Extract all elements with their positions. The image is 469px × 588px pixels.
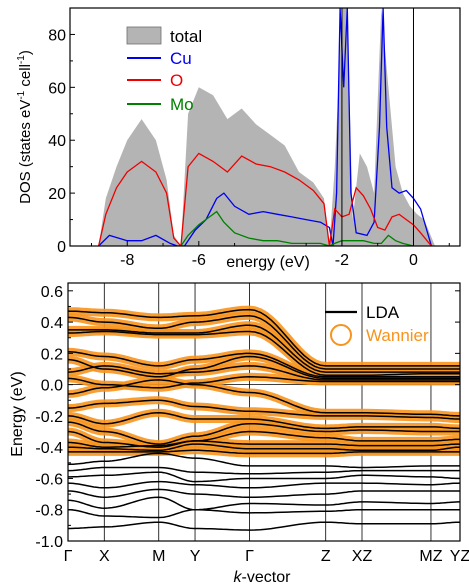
lda-band (68, 421, 460, 445)
legend-label-cu: Cu (170, 49, 192, 68)
band-y-tick-label: -0.4 (35, 440, 63, 457)
dos-y-axis-ticks: 0 20 40 60 80 (48, 27, 75, 256)
dos-series-group (97, 8, 435, 246)
dos-series-o (97, 152, 432, 246)
lda-band (68, 480, 460, 489)
lda-band (68, 308, 460, 367)
dos-y-tick-label: 20 (48, 186, 66, 203)
band-plot-frame (67, 282, 461, 542)
kpoint-label: Γ (245, 548, 254, 565)
lda-band (68, 412, 460, 430)
lda-band (68, 488, 460, 498)
legend-label-mo: Mo (170, 95, 194, 114)
band-y-tick-label: -0.6 (35, 471, 63, 488)
dos-legend: total Cu O Mo (126, 26, 202, 114)
lda-band (68, 315, 460, 370)
dos-x-tick-label: -6 (192, 252, 206, 269)
band-y-axis-label: Energy (eV) (9, 371, 26, 456)
lda-band (68, 351, 460, 378)
band-x-axis-label: k-vector (234, 569, 292, 586)
band-y-axis-ticks: -1.0 -0.8 -0.6 -0.4 -0.2 0.0 0.2 0.4 0.6 (35, 284, 460, 551)
kpoint-label: YZ (450, 548, 469, 565)
kpoint-label: Y (190, 548, 201, 565)
band-y-tick-label: -0.8 (35, 503, 63, 520)
dos-y-tick-label: 40 (48, 133, 66, 150)
dos-y-tick-label: 60 (48, 80, 66, 97)
band-legend: LDA Wannier (325, 303, 429, 346)
dos-y-tick-label: 80 (48, 27, 66, 44)
dos-series-cu (98, 8, 433, 246)
kpoint-label: MZ (419, 548, 442, 565)
legend-label-o: O (170, 71, 183, 90)
band-structure-panel: -1.0 -0.8 -0.6 -0.4 -0.2 0.0 0.2 0.4 0.6 Γ X M Y Γ Z X… (9, 282, 469, 586)
dos-y-tick-label: 0 (57, 239, 66, 256)
dos-x-axis-ticks: -8 -6 -2 0 (90, 241, 450, 269)
band-y-tick-label: -0.2 (35, 409, 63, 426)
lda-band (68, 440, 460, 448)
dos-y-axis-label: DOS (states eV-1 cell-1) (16, 50, 34, 204)
lda-band (68, 521, 460, 531)
legend-label-wannier: Wannier (366, 326, 429, 345)
band-y-tick-label: 0.6 (41, 284, 63, 301)
band-y-tick-label: 0.2 (41, 346, 63, 363)
band-y-tick-label: 0.0 (41, 378, 63, 395)
kpoint-label: M (152, 548, 165, 565)
dos-plot-frame (69, 7, 461, 247)
lda-band (68, 452, 460, 469)
lda-band (68, 324, 460, 373)
dos-x-axis-label: energy (eV) (226, 254, 310, 271)
legend-swatch-total (126, 26, 162, 45)
lda-band (68, 466, 460, 475)
lda-band (68, 508, 460, 519)
lda-band (68, 443, 460, 452)
band-kpoint-ticks: Γ X M Y Γ Z XZ MZ YZ (64, 548, 469, 565)
band-y-tick-label: 0.4 (41, 315, 63, 332)
dos-x-tick-label: 0 (409, 252, 418, 269)
legend-label-total: total (170, 27, 202, 46)
kpoint-label: XZ (352, 548, 373, 565)
band-y-tick-label: -1.0 (35, 534, 63, 551)
lda-band (68, 496, 460, 511)
dos-vlines (341, 8, 414, 246)
lda-band (68, 330, 460, 377)
lda-band (68, 379, 460, 417)
kpoint-label: X (99, 548, 110, 565)
lda-band (68, 471, 460, 483)
dos-series-mo (180, 210, 414, 246)
lda-band (68, 430, 460, 448)
lda-bands (68, 308, 460, 531)
kpoint-label: Z (321, 548, 331, 565)
lda-band (68, 365, 460, 381)
kpoint-label: Γ (64, 548, 73, 565)
lda-band (68, 399, 460, 420)
legend-label-lda: LDA (366, 303, 400, 322)
lda-band (68, 449, 460, 455)
lda-band (68, 355, 460, 380)
legend-marker-wannier (330, 324, 352, 346)
dos-x-tick-label: -8 (120, 252, 134, 269)
dos-panel: 0 20 40 60 80 -8 -6 -2 0 energy (eV) DOS (state… (16, 7, 461, 271)
dos-x-tick-label: -2 (335, 252, 349, 269)
